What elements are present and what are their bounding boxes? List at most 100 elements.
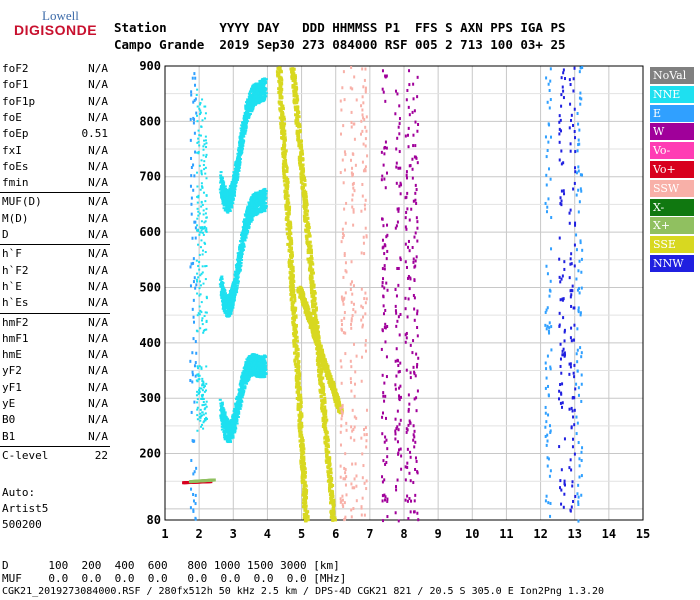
echo-dot [250, 88, 254, 91]
echo-dot [299, 423, 303, 427]
echo-dot [285, 176, 289, 180]
echo-dot [289, 273, 293, 277]
echo-dot [232, 413, 236, 416]
echo-dot [199, 280, 202, 283]
echo-dot [221, 183, 225, 186]
echo-dot [308, 257, 312, 261]
echo-dot [253, 196, 257, 199]
echo-dot [299, 448, 303, 452]
echo-dot [199, 274, 202, 277]
echo-dot [198, 390, 201, 393]
echo-dot [223, 204, 227, 207]
echo-dot [316, 321, 320, 325]
echo-dot [219, 171, 223, 174]
echo-dot [282, 126, 286, 130]
echo-dot [261, 95, 265, 98]
echo-dot [302, 468, 306, 472]
echo-dot [283, 136, 287, 140]
echo-dot [290, 76, 294, 80]
echo-dot [294, 347, 298, 351]
echo-dot [236, 175, 240, 178]
echo-dot [305, 203, 309, 207]
echo-dot [326, 435, 330, 439]
echo-dot [302, 459, 306, 463]
echo-dot [278, 108, 282, 112]
echo-dot [312, 283, 316, 287]
echo-dot [293, 94, 297, 98]
echo-dot [307, 226, 311, 230]
echo-dot [198, 287, 201, 290]
echo-dot [246, 205, 250, 208]
echo-dot [280, 104, 284, 108]
echo-dot [246, 223, 250, 226]
echo-dot [236, 258, 240, 261]
echo-dot [196, 380, 199, 383]
echo-dot [314, 322, 318, 326]
echo-dot [263, 359, 267, 362]
echo-dot [232, 299, 236, 302]
echo-dot [263, 373, 267, 376]
echo-dot [200, 367, 203, 370]
echo-dot [302, 292, 306, 296]
echo-dot [204, 200, 207, 203]
echo-dot [308, 240, 312, 244]
echo-dot [306, 222, 310, 226]
echo-dot [227, 425, 231, 428]
echo-dot [264, 190, 268, 193]
echo-dot [235, 397, 239, 400]
echo-dot [296, 135, 300, 139]
echo-dot [299, 146, 303, 150]
echo-dot [322, 412, 326, 416]
echo-dot [248, 375, 252, 378]
echo-dot [296, 133, 300, 137]
echo-dot [234, 290, 238, 293]
echo-dot [236, 169, 240, 172]
echo-dot [317, 357, 321, 361]
echo-dot [222, 181, 226, 184]
echo-dot [204, 265, 207, 268]
echo-dot [313, 291, 317, 295]
echo-dot [228, 208, 232, 211]
echo-dot [245, 363, 249, 366]
echo-dot [199, 327, 202, 330]
echo-dot [230, 182, 234, 185]
echo-dot [292, 98, 296, 102]
echo-dot [305, 217, 309, 221]
echo-dot [283, 183, 287, 187]
echo-dot [263, 194, 267, 197]
echo-dot [313, 289, 317, 293]
param-row: h`Es N/A [2, 296, 108, 310]
echo-dot [301, 470, 305, 474]
echo-dot [289, 240, 293, 244]
echo-dot [286, 177, 290, 181]
echo-dot [299, 180, 303, 184]
echo-dot [323, 405, 327, 409]
echo-dot [201, 423, 204, 426]
echo-dot [195, 93, 198, 96]
echo-dot [288, 243, 292, 247]
echo-dot [282, 172, 286, 176]
echo-dot [250, 204, 254, 207]
echo-dot [296, 385, 300, 389]
echo-dot [331, 501, 335, 505]
echo-dot [299, 461, 303, 465]
echo-dot [325, 418, 329, 422]
echo-dot [222, 288, 226, 291]
echo-dot [313, 319, 317, 323]
param-value: N/A [88, 159, 108, 173]
echo-dot [302, 189, 306, 193]
echo-dot [203, 385, 206, 388]
echo-dot [198, 107, 201, 110]
echo-dot [286, 211, 290, 215]
echo-dot [303, 474, 307, 478]
echo-dot [291, 316, 295, 320]
echo-dot [244, 127, 248, 130]
echo-dot [238, 158, 242, 161]
echo-dot [289, 288, 293, 292]
echo-dot [238, 247, 242, 250]
x-tick-label: 12 [533, 527, 547, 541]
echo-dot [329, 496, 333, 500]
echo-dot [288, 232, 292, 236]
echo-dot [327, 464, 331, 468]
echo-dot [320, 409, 324, 413]
